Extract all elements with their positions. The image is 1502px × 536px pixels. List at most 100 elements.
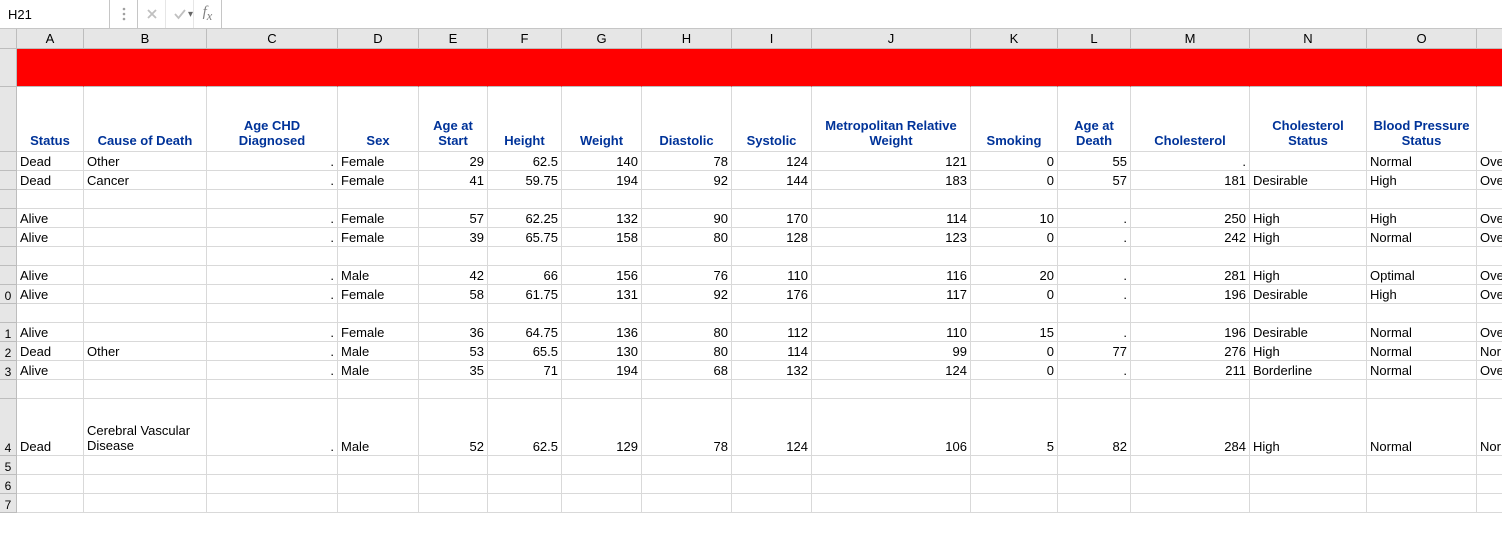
cell[interactable]: 78 xyxy=(642,399,732,456)
row-header[interactable] xyxy=(0,209,17,228)
cell[interactable] xyxy=(1477,380,1502,399)
cell[interactable] xyxy=(642,475,732,494)
cell[interactable] xyxy=(84,361,207,380)
cell[interactable] xyxy=(17,380,84,399)
cell[interactable]: Desirable xyxy=(1250,323,1367,342)
cell[interactable]: Ove xyxy=(1477,323,1502,342)
cell[interactable]: 0 xyxy=(971,171,1058,190)
cell[interactable]: High xyxy=(1250,399,1367,456)
cell[interactable]: 158 xyxy=(562,228,642,247)
cell[interactable]: . xyxy=(207,399,338,456)
column-title-N[interactable]: Cholesterol Status xyxy=(1250,87,1367,152)
cell[interactable] xyxy=(1477,456,1502,475)
cell[interactable]: 116 xyxy=(812,266,971,285)
cell[interactable] xyxy=(17,456,84,475)
cell[interactable]: 76 xyxy=(642,266,732,285)
row-header[interactable] xyxy=(0,266,17,285)
cell[interactable]: Male xyxy=(338,342,419,361)
cell[interactable]: . xyxy=(207,342,338,361)
cell[interactable]: 78 xyxy=(642,152,732,171)
cell[interactable]: 68 xyxy=(642,361,732,380)
cell[interactable]: 80 xyxy=(642,228,732,247)
row-header[interactable] xyxy=(0,247,17,266)
cell[interactable] xyxy=(419,247,488,266)
cell[interactable] xyxy=(419,456,488,475)
cell[interactable] xyxy=(1477,247,1502,266)
cell[interactable] xyxy=(419,475,488,494)
cell[interactable] xyxy=(1131,456,1250,475)
cell[interactable] xyxy=(84,285,207,304)
cell[interactable]: 0 xyxy=(971,152,1058,171)
cell[interactable] xyxy=(1367,247,1477,266)
cell[interactable]: Dead xyxy=(17,342,84,361)
cell[interactable]: 123 xyxy=(812,228,971,247)
cell[interactable] xyxy=(971,247,1058,266)
column-header-M[interactable]: M xyxy=(1131,29,1250,48)
cell[interactable]: Normal xyxy=(1367,152,1477,171)
cell[interactable]: 99 xyxy=(812,342,971,361)
row-header[interactable]: 3 xyxy=(0,361,17,380)
column-title-L[interactable]: Age at Death xyxy=(1058,87,1131,152)
cell[interactable] xyxy=(84,49,207,87)
cell[interactable]: 62.5 xyxy=(488,399,562,456)
cell[interactable]: 250 xyxy=(1131,209,1250,228)
cell[interactable]: Male xyxy=(338,399,419,456)
cell[interactable]: . xyxy=(207,228,338,247)
cell[interactable]: 71 xyxy=(488,361,562,380)
cell[interactable] xyxy=(1250,380,1367,399)
cell[interactable]: 194 xyxy=(562,361,642,380)
cell[interactable] xyxy=(642,49,732,87)
cell[interactable]: 196 xyxy=(1131,285,1250,304)
cell[interactable]: Female xyxy=(338,152,419,171)
cell[interactable]: High xyxy=(1250,342,1367,361)
cell[interactable] xyxy=(84,304,207,323)
cell[interactable] xyxy=(1367,190,1477,209)
cell[interactable]: Desirable xyxy=(1250,285,1367,304)
cell[interactable]: 20 xyxy=(971,266,1058,285)
cell[interactable]: 77 xyxy=(1058,342,1131,361)
cell[interactable]: . xyxy=(1058,285,1131,304)
cell[interactable]: 82 xyxy=(1058,399,1131,456)
cell[interactable]: 131 xyxy=(562,285,642,304)
cell[interactable] xyxy=(17,49,84,87)
cell[interactable]: 41 xyxy=(419,171,488,190)
cell[interactable]: . xyxy=(1131,152,1250,171)
cell[interactable]: 36 xyxy=(419,323,488,342)
cell[interactable] xyxy=(642,190,732,209)
cell[interactable]: 39 xyxy=(419,228,488,247)
cell[interactable]: 124 xyxy=(732,152,812,171)
cell[interactable]: 170 xyxy=(732,209,812,228)
column-header-G[interactable]: G xyxy=(562,29,642,48)
column-title-H[interactable]: Diastolic xyxy=(642,87,732,152)
cell[interactable]: Female xyxy=(338,171,419,190)
cell[interactable]: Other xyxy=(84,342,207,361)
cell[interactable]: 106 xyxy=(812,399,971,456)
row-header[interactable] xyxy=(0,380,17,399)
cell[interactable] xyxy=(419,190,488,209)
cell[interactable]: 132 xyxy=(732,361,812,380)
formula-input[interactable] xyxy=(222,0,1502,28)
cell[interactable] xyxy=(419,304,488,323)
cell[interactable]: 144 xyxy=(732,171,812,190)
cell[interactable] xyxy=(971,456,1058,475)
row-header[interactable] xyxy=(0,228,17,247)
cell[interactable]: 0 xyxy=(971,361,1058,380)
cell[interactable]: 53 xyxy=(419,342,488,361)
cell[interactable]: High xyxy=(1250,209,1367,228)
cell[interactable] xyxy=(1477,49,1502,87)
cell[interactable] xyxy=(488,247,562,266)
cell[interactable]: 15 xyxy=(971,323,1058,342)
cell[interactable] xyxy=(1250,190,1367,209)
cell[interactable] xyxy=(562,49,642,87)
cell[interactable]: Alive xyxy=(17,361,84,380)
cell[interactable] xyxy=(84,228,207,247)
cell[interactable] xyxy=(812,49,971,87)
cell[interactable] xyxy=(419,380,488,399)
cell[interactable]: . xyxy=(207,285,338,304)
cell[interactable] xyxy=(488,494,562,513)
cell[interactable] xyxy=(642,456,732,475)
cell[interactable] xyxy=(1367,380,1477,399)
cell[interactable]: Alive xyxy=(17,228,84,247)
cell[interactable]: Ove xyxy=(1477,228,1502,247)
cell[interactable]: Male xyxy=(338,266,419,285)
